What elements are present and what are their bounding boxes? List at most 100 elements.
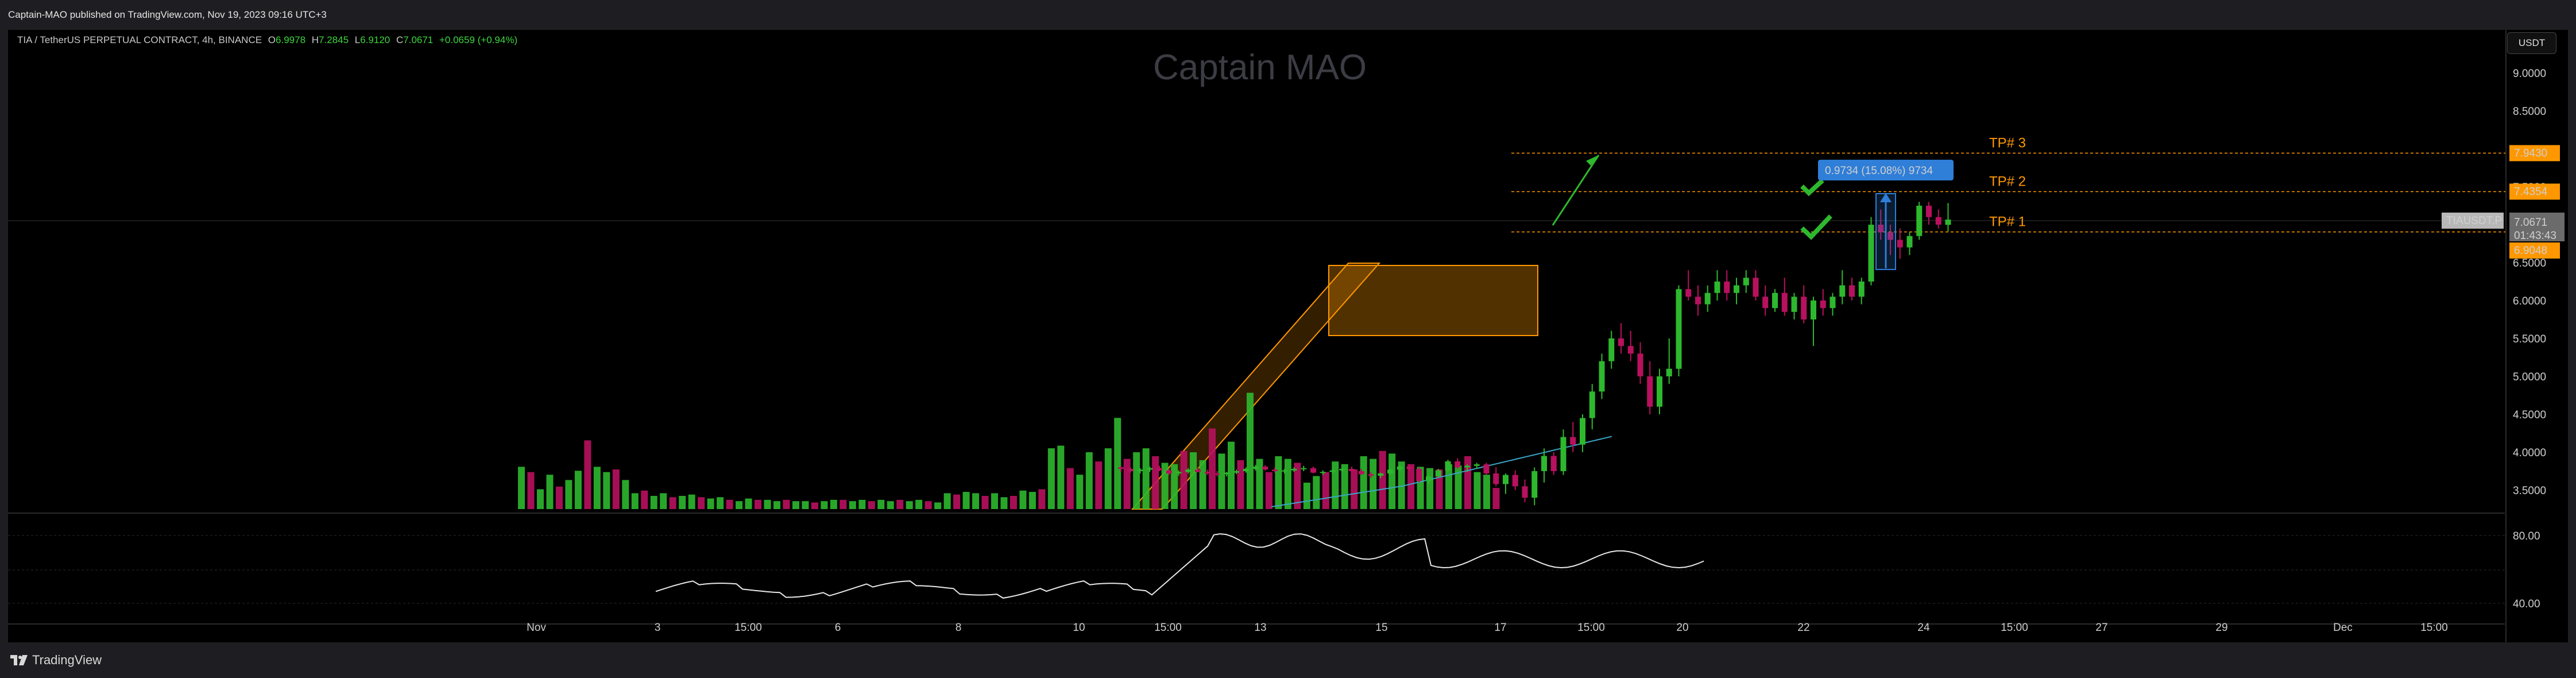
volume-bar xyxy=(1237,460,1244,509)
volume-bar xyxy=(1275,456,1282,509)
rsi-line xyxy=(655,533,1704,599)
volume-bar xyxy=(1351,469,1358,509)
candle-body xyxy=(1820,301,1826,309)
volume-bar xyxy=(1047,448,1055,509)
tp1-price-tag-bg xyxy=(2509,242,2560,259)
candle-body xyxy=(1224,472,1230,475)
candle-body xyxy=(1243,469,1249,471)
volume-bar xyxy=(1341,464,1348,509)
volume-bar xyxy=(896,499,904,509)
volume-bar xyxy=(868,501,875,509)
candle-body xyxy=(1580,418,1585,445)
volume-bar xyxy=(858,499,866,509)
rsi-layer xyxy=(655,533,1704,599)
volume-bar xyxy=(546,475,554,509)
volume-bar xyxy=(755,499,761,509)
volume-bar xyxy=(830,499,837,509)
candle-body xyxy=(1473,464,1480,466)
volume-bar xyxy=(698,497,705,509)
candle-body xyxy=(1339,469,1345,471)
time-tick-label: 15:00 xyxy=(2420,622,2448,634)
volume-bar xyxy=(1133,452,1140,509)
candle-body xyxy=(1666,368,1672,376)
tp2-price-tag-bg xyxy=(2509,183,2560,200)
candle-body xyxy=(1887,232,1893,240)
candle-body xyxy=(1589,391,1595,418)
volume-layer xyxy=(518,392,1500,509)
volume-bar xyxy=(1114,418,1121,509)
candle-body xyxy=(1897,240,1903,248)
candle-body xyxy=(1214,473,1220,475)
volume-bar xyxy=(1284,459,1291,509)
volume-bar xyxy=(1455,465,1462,509)
time-tick-label: 27 xyxy=(2095,622,2107,634)
candle-body xyxy=(1301,468,1307,469)
chart-area[interactable]: TP# 3 TP# 2 TP# 1 0.9734 (15.08%) 9734 9.0… xyxy=(8,30,2568,642)
volume-bar xyxy=(1294,463,1301,509)
candle-body xyxy=(1329,470,1336,472)
volume-bar xyxy=(1492,488,1500,509)
volume-bar xyxy=(536,489,544,509)
candle-body xyxy=(1233,471,1239,473)
volume-bar xyxy=(792,501,799,509)
volume-bar xyxy=(906,501,913,509)
currency-button[interactable]: USDT xyxy=(2507,32,2556,54)
volume-bar xyxy=(1199,460,1206,509)
close-label: C xyxy=(396,34,404,45)
time-tick-label: 15:00 xyxy=(734,622,762,634)
price-axis[interactable]: 9.00008.50008.00007.50007.00006.50006.00… xyxy=(2442,30,2565,642)
candle-body xyxy=(1849,285,1855,297)
candle-body xyxy=(1455,461,1461,468)
candle-body xyxy=(1252,467,1259,469)
moving-average-line xyxy=(1271,436,1612,507)
symbol-tag-bg xyxy=(2442,213,2504,229)
candle-body xyxy=(1185,469,1192,472)
candle-body xyxy=(1157,468,1162,471)
volume-bar xyxy=(1426,468,1434,509)
time-tick-label: 8 xyxy=(956,622,962,634)
candle-body xyxy=(1493,473,1499,484)
volume-bar xyxy=(593,467,601,509)
candle-body xyxy=(1166,470,1172,473)
candle-body xyxy=(1406,467,1413,469)
candle-body xyxy=(1503,475,1509,484)
candle-body xyxy=(1195,469,1201,472)
volume-bar xyxy=(972,493,980,509)
price-tick-label: 6.5000 xyxy=(2513,257,2546,269)
volume-bar xyxy=(574,471,582,509)
volume-bar xyxy=(669,497,676,509)
price-tick-label: 9.0000 xyxy=(2513,68,2546,80)
volume-bar xyxy=(1265,472,1272,509)
volume-bar xyxy=(821,501,828,509)
time-tick-label: 15 xyxy=(1375,622,1387,634)
volume-bar xyxy=(934,502,942,509)
low-label: L xyxy=(354,34,361,45)
symbol-legend: TIA / TetherUS PERPETUAL CONTRACT, 4h, B… xyxy=(17,34,517,46)
price-tick-label: 3.5000 xyxy=(2513,485,2546,497)
candle-body xyxy=(1310,468,1316,473)
time-tick-label: Dec xyxy=(2333,622,2353,634)
volume-bar xyxy=(679,496,686,509)
candle-body xyxy=(1522,486,1528,498)
candle-body xyxy=(1426,476,1432,481)
time-tick-label: 29 xyxy=(2215,622,2227,634)
time-tick-label: 17 xyxy=(1494,622,1506,634)
tradingview-logo[interactable]: TradingView xyxy=(10,653,102,668)
candle-body xyxy=(1378,473,1384,476)
time-axis[interactable]: Nov 3 15:00 6 8 10 15:00 13 15 17 15:00 20 22 24 15:00… xyxy=(527,622,2448,634)
checkmark-icon xyxy=(1800,214,1832,240)
tp1-price-tag: 6.9048 xyxy=(2514,245,2547,257)
time-tick-label: 6 xyxy=(835,622,841,634)
measure-label-bg xyxy=(1818,160,1954,180)
candle-body xyxy=(1137,469,1143,471)
candle-body xyxy=(1281,470,1287,472)
volume-bar xyxy=(612,469,620,509)
time-tick-label: 15:00 xyxy=(1577,622,1605,634)
volume-bar xyxy=(650,496,657,509)
chart-canvas[interactable]: TP# 3 TP# 2 TP# 1 0.9734 (15.08%) 9734 9.0… xyxy=(8,30,2568,642)
candle-body xyxy=(1685,289,1692,297)
candle-layer xyxy=(1118,202,1951,506)
published-text: Captain-MAO published on TradingView.com… xyxy=(8,9,327,20)
time-tick-label: 20 xyxy=(1676,622,1688,634)
time-tick-label: 15:00 xyxy=(2001,622,2028,634)
